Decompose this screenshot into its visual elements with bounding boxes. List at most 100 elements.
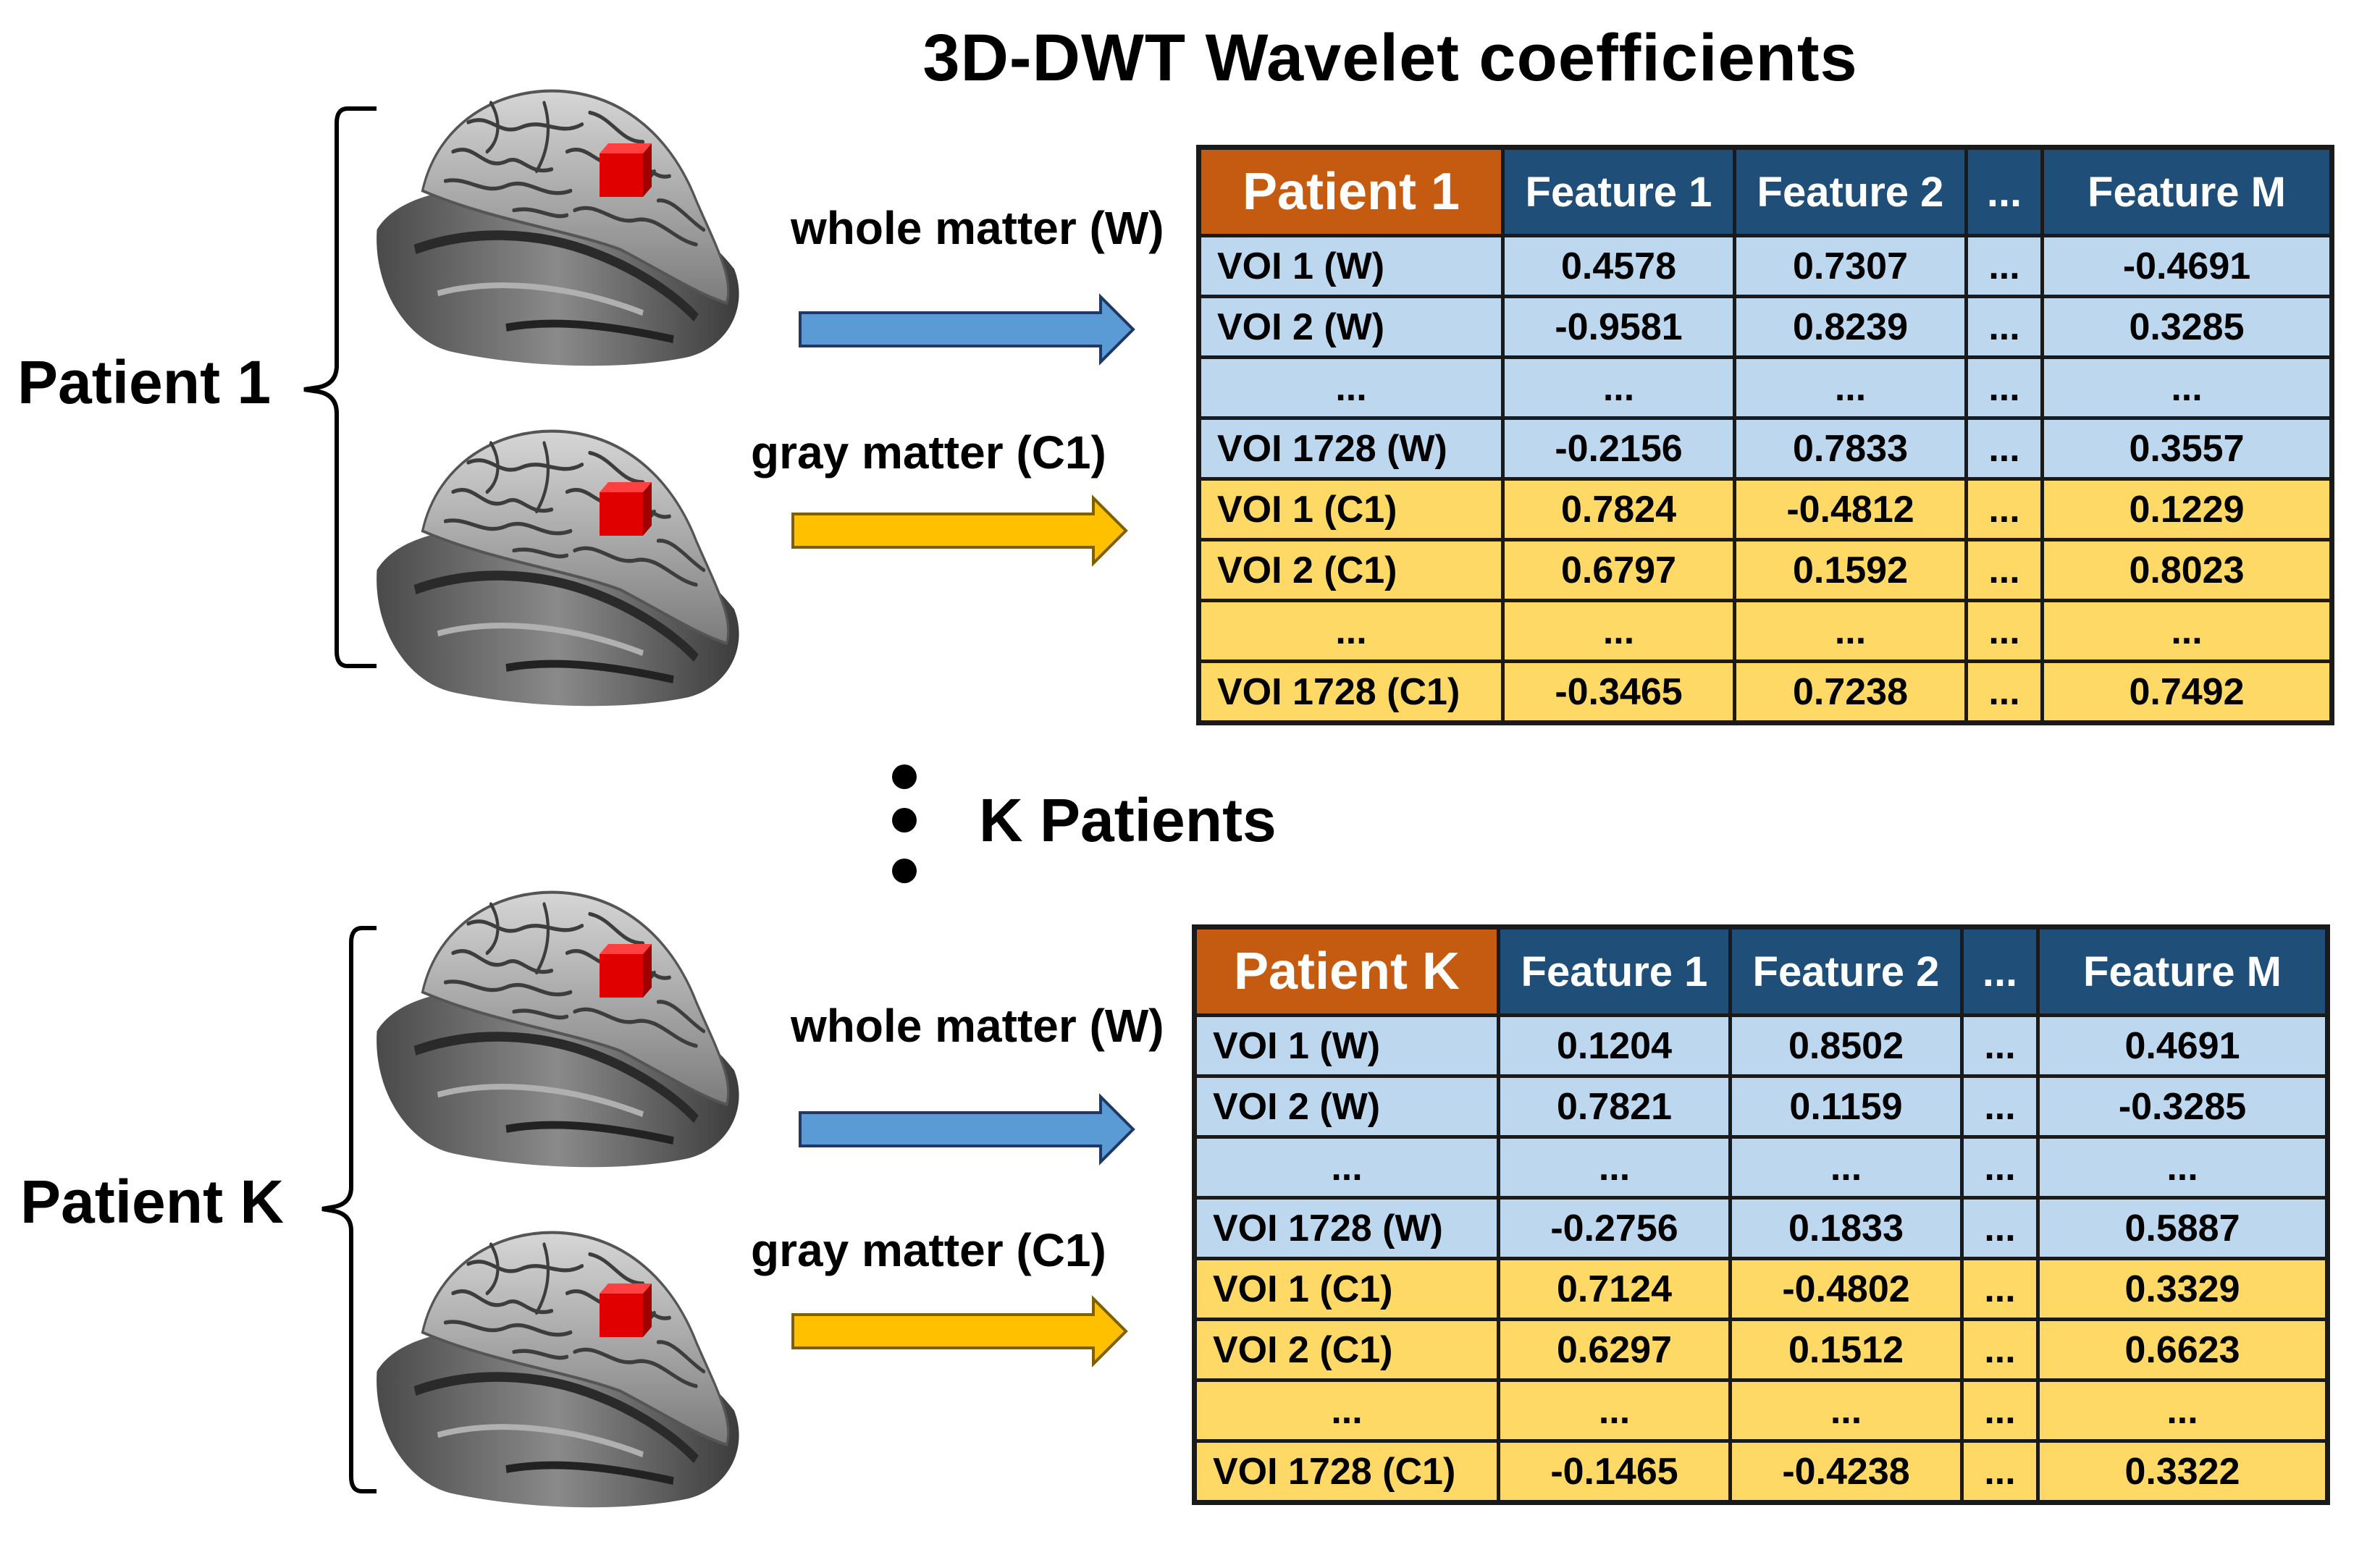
table-cell: -0.3465	[1501, 659, 1736, 725]
table-cell: -0.4802	[1728, 1257, 1964, 1321]
table-cell: -0.4238	[1728, 1439, 1964, 1504]
table-cell: 0.1159	[1728, 1074, 1964, 1139]
whole-matter-arrow	[799, 293, 1135, 366]
table-cell: ...	[1960, 1013, 2040, 1078]
table-cell: ...	[1497, 1135, 1732, 1200]
feature-table: Patient K Feature 1 Feature 2 ... Featur…	[1192, 924, 2330, 1505]
table-row: VOI 2 (W) -0.9581 0.8239... 0.3285	[1197, 295, 2334, 359]
table-row: VOI 2 (C1) 0.6797 0.1592... 0.8023	[1197, 538, 2334, 602]
voi-cube	[600, 143, 652, 197]
table-cell: -0.2156	[1501, 416, 1736, 481]
table-cell: 0.1229	[2040, 477, 2334, 541]
table-cell: ...	[2036, 1378, 2329, 1443]
table-cell: ...	[1964, 538, 2044, 602]
table-row: VOI 1 (W) 0.4578 0.7307... -0.4691	[1197, 234, 2334, 298]
whole-matter-arrow	[799, 1093, 1135, 1166]
brain-image	[377, 1233, 739, 1508]
table-cell: ...	[1964, 416, 2044, 481]
ellipsis-dot	[892, 808, 917, 833]
table-cell: 0.7824	[1501, 477, 1736, 541]
table-cell: ...	[2040, 599, 2334, 663]
voi-cube	[600, 944, 652, 998]
row-label: VOI 2 (C1)	[1193, 1318, 1500, 1382]
table-cell: -0.3285	[2036, 1074, 2329, 1139]
table-cell: 0.6797	[1501, 538, 1736, 602]
table-cell: ...	[1960, 1196, 2040, 1260]
table-cell: -0.1465	[1497, 1439, 1732, 1504]
table-header-row: Patient K Feature 1 Feature 2 ... Featur…	[1193, 925, 2329, 1017]
feature-table: Patient 1 Feature 1 Feature 2 ... Featur…	[1196, 145, 2334, 725]
table-cell: 0.7492	[2040, 659, 2334, 725]
patient-brace	[303, 106, 377, 668]
table-cell: 0.3557	[2040, 416, 2334, 481]
table-cell: 0.7238	[1733, 659, 1968, 725]
patient-label: Patient K	[20, 1168, 285, 1236]
table-cell: ...	[1960, 1135, 2040, 1200]
row-label: ...	[1197, 355, 1505, 420]
table-cell: 0.7821	[1497, 1074, 1732, 1139]
table-cell: 0.3329	[2036, 1257, 2329, 1321]
row-label: VOI 1728 (C1)	[1197, 659, 1505, 725]
table-cell: -0.4691	[2040, 234, 2334, 298]
table-row: VOI 2 (C1) 0.6297 0.1512... 0.6623	[1193, 1318, 2329, 1382]
table-cell: ...	[1501, 599, 1736, 663]
row-label: VOI 1728 (W)	[1197, 416, 1505, 481]
table-cell: ...	[1964, 234, 2044, 298]
table-cell: 0.5887	[2036, 1196, 2329, 1260]
table-corner-patient: Patient 1	[1197, 146, 1505, 237]
table-cell: ...	[2040, 355, 2334, 420]
table-cell: 0.7124	[1497, 1257, 1732, 1321]
column-header: ...	[1964, 146, 2044, 237]
table-row: ...............	[1197, 355, 2334, 420]
table-cell: 0.1512	[1728, 1318, 1964, 1382]
table-cell: 0.4691	[2036, 1013, 2329, 1078]
table-cell: ...	[1964, 599, 2044, 663]
column-header: Feature M	[2040, 146, 2334, 237]
row-label: ...	[1193, 1135, 1500, 1200]
table-cell: 0.1833	[1728, 1196, 1964, 1260]
table-cell: -0.4812	[1733, 477, 1968, 541]
column-header: ...	[1960, 925, 2040, 1017]
table-cell: ...	[1960, 1074, 2040, 1139]
gray-matter-label: gray matter (C1)	[751, 1224, 1106, 1276]
table-cell: ...	[1733, 355, 1968, 420]
voi-cube	[600, 1284, 652, 1337]
whole-matter-label: whole matter (W)	[791, 202, 1164, 254]
table-cell: ...	[1964, 295, 2044, 359]
row-label: VOI 2 (W)	[1197, 295, 1505, 359]
brain-image	[377, 893, 739, 1168]
gray-matter-arrow	[791, 494, 1128, 567]
table-cell: ...	[2036, 1135, 2329, 1200]
table-cell: 0.8023	[2040, 538, 2334, 602]
table-cell: ...	[1960, 1257, 2040, 1321]
column-header: Feature M	[2036, 925, 2329, 1017]
table-row: VOI 1 (C1) 0.7124 -0.4802... 0.3329	[1193, 1257, 2329, 1321]
table-cell: 0.7833	[1733, 416, 1968, 481]
row-label: VOI 1 (W)	[1193, 1013, 1500, 1078]
table-cell: 0.1592	[1733, 538, 1968, 602]
table-cell: 0.3322	[2036, 1439, 2329, 1504]
table-cell: 0.6623	[2036, 1318, 2329, 1382]
table-row: VOI 1728 (C1) -0.1465 -0.4238... 0.3322	[1193, 1439, 2329, 1504]
table-row: VOI 1728 (W) -0.2156 0.7833... 0.3557	[1197, 416, 2334, 481]
table-cell: 0.8239	[1733, 295, 1968, 359]
table-cell: ...	[1728, 1378, 1964, 1443]
column-header: Feature 1	[1497, 925, 1732, 1017]
table-row: ...............	[1193, 1378, 2329, 1443]
patient-brace	[321, 926, 377, 1493]
table-row: ...............	[1197, 599, 2334, 663]
whole-matter-label: whole matter (W)	[791, 1000, 1164, 1052]
table-row: VOI 1728 (C1) -0.3465 0.7238... 0.7492	[1197, 659, 2334, 725]
table-cell: 0.4578	[1501, 234, 1736, 298]
voi-cube	[600, 482, 652, 536]
table-cell: ...	[1733, 599, 1968, 663]
table-cell: ...	[1960, 1378, 2040, 1443]
table-cell: ...	[1728, 1135, 1964, 1200]
gray-matter-arrow	[791, 1295, 1128, 1367]
row-label: ...	[1193, 1378, 1500, 1443]
table-cell: -0.9581	[1501, 295, 1736, 359]
table-row: VOI 1 (C1) 0.7824 -0.4812... 0.1229	[1197, 477, 2334, 541]
table-row: VOI 1728 (W) -0.2756 0.1833... 0.5887	[1193, 1196, 2329, 1260]
row-label: VOI 1 (C1)	[1197, 477, 1505, 541]
